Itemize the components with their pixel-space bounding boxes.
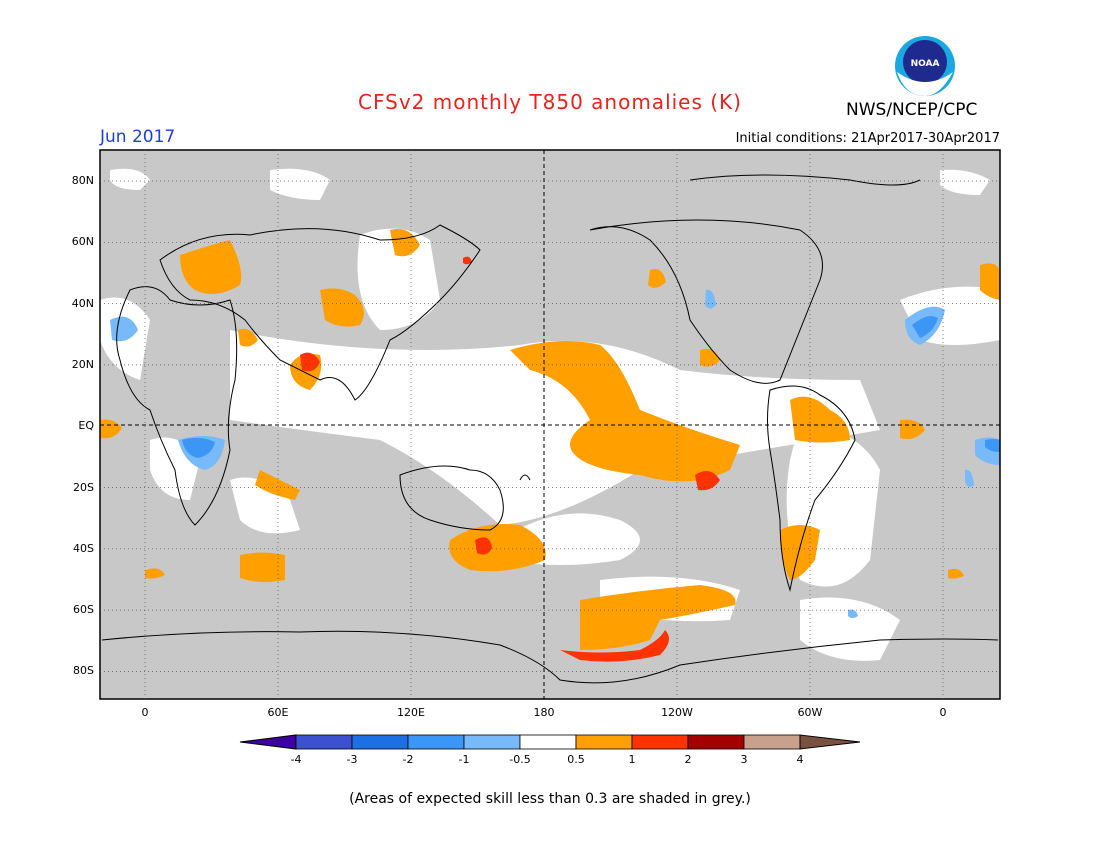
organization-label: NWS/NCEP/CPC — [846, 100, 978, 120]
longitude-label: 0 — [939, 706, 947, 719]
colorbar-label: -2 — [402, 753, 414, 766]
longitude-label: 60E — [267, 706, 289, 719]
latitude-label: EQ — [78, 419, 94, 433]
colorbar-segment — [575, 734, 633, 750]
colorbar-segment — [687, 734, 745, 750]
latitude-label: 40N — [71, 296, 94, 310]
colorbar — [239, 734, 861, 750]
colorbar-label: 3 — [740, 753, 748, 766]
longitude-label: 60W — [797, 706, 823, 719]
latitude-label: 40S — [73, 541, 94, 555]
colorbar-segment — [519, 734, 577, 750]
colorbar-label: -0.5 — [509, 753, 531, 766]
colorbar-max-arrow — [799, 734, 861, 750]
colorbar-segment — [463, 734, 521, 750]
noaa-logo: NOAA — [895, 36, 955, 96]
latitude-label: 60S — [73, 603, 94, 617]
skill-footnote: (Areas of expected skill less than 0.3 a… — [349, 791, 751, 807]
colorbar-label: 0.5 — [567, 753, 585, 766]
latitude-label: 20N — [71, 357, 94, 371]
colorbar-segment — [631, 734, 689, 750]
colorbar-label: -3 — [346, 753, 358, 766]
colorbar-min-arrow — [239, 734, 297, 750]
longitude-label: 180 — [533, 706, 555, 719]
latitude-label: 80S — [73, 664, 94, 678]
map-title: CFSv2 monthly T850 anomalies (K) — [358, 90, 742, 114]
longitude-label: 0 — [141, 706, 149, 719]
colorbar-segment — [351, 734, 409, 750]
colorbar-segment — [407, 734, 465, 750]
colorbar-label: 1 — [628, 753, 636, 766]
colorbar-segment — [295, 734, 353, 750]
colorbar-label: 2 — [684, 753, 692, 766]
anomaly-regions-blue — [182, 316, 1000, 458]
colorbar-label: 4 — [796, 753, 804, 766]
anomaly-regions-red — [300, 256, 720, 662]
latitude-label: 60N — [71, 235, 94, 249]
longitude-label: 120W — [661, 706, 693, 719]
latitude-label: 20S — [73, 480, 94, 494]
latitude-label: 80N — [71, 174, 94, 187]
colorbar-segment — [743, 734, 801, 750]
colorbar-label: -1 — [458, 753, 470, 766]
initial-conditions-label: Initial conditions: 21Apr2017-30Apr2017 — [735, 131, 1000, 146]
coastlines — [101, 174, 999, 684]
anomaly-regions-orange — [100, 229, 1000, 650]
svg-text:NOAA: NOAA — [911, 59, 940, 69]
colorbar-label: -4 — [290, 753, 302, 766]
valid-month-label: Jun 2017 — [100, 127, 176, 147]
longitude-label: 120E — [397, 706, 425, 719]
